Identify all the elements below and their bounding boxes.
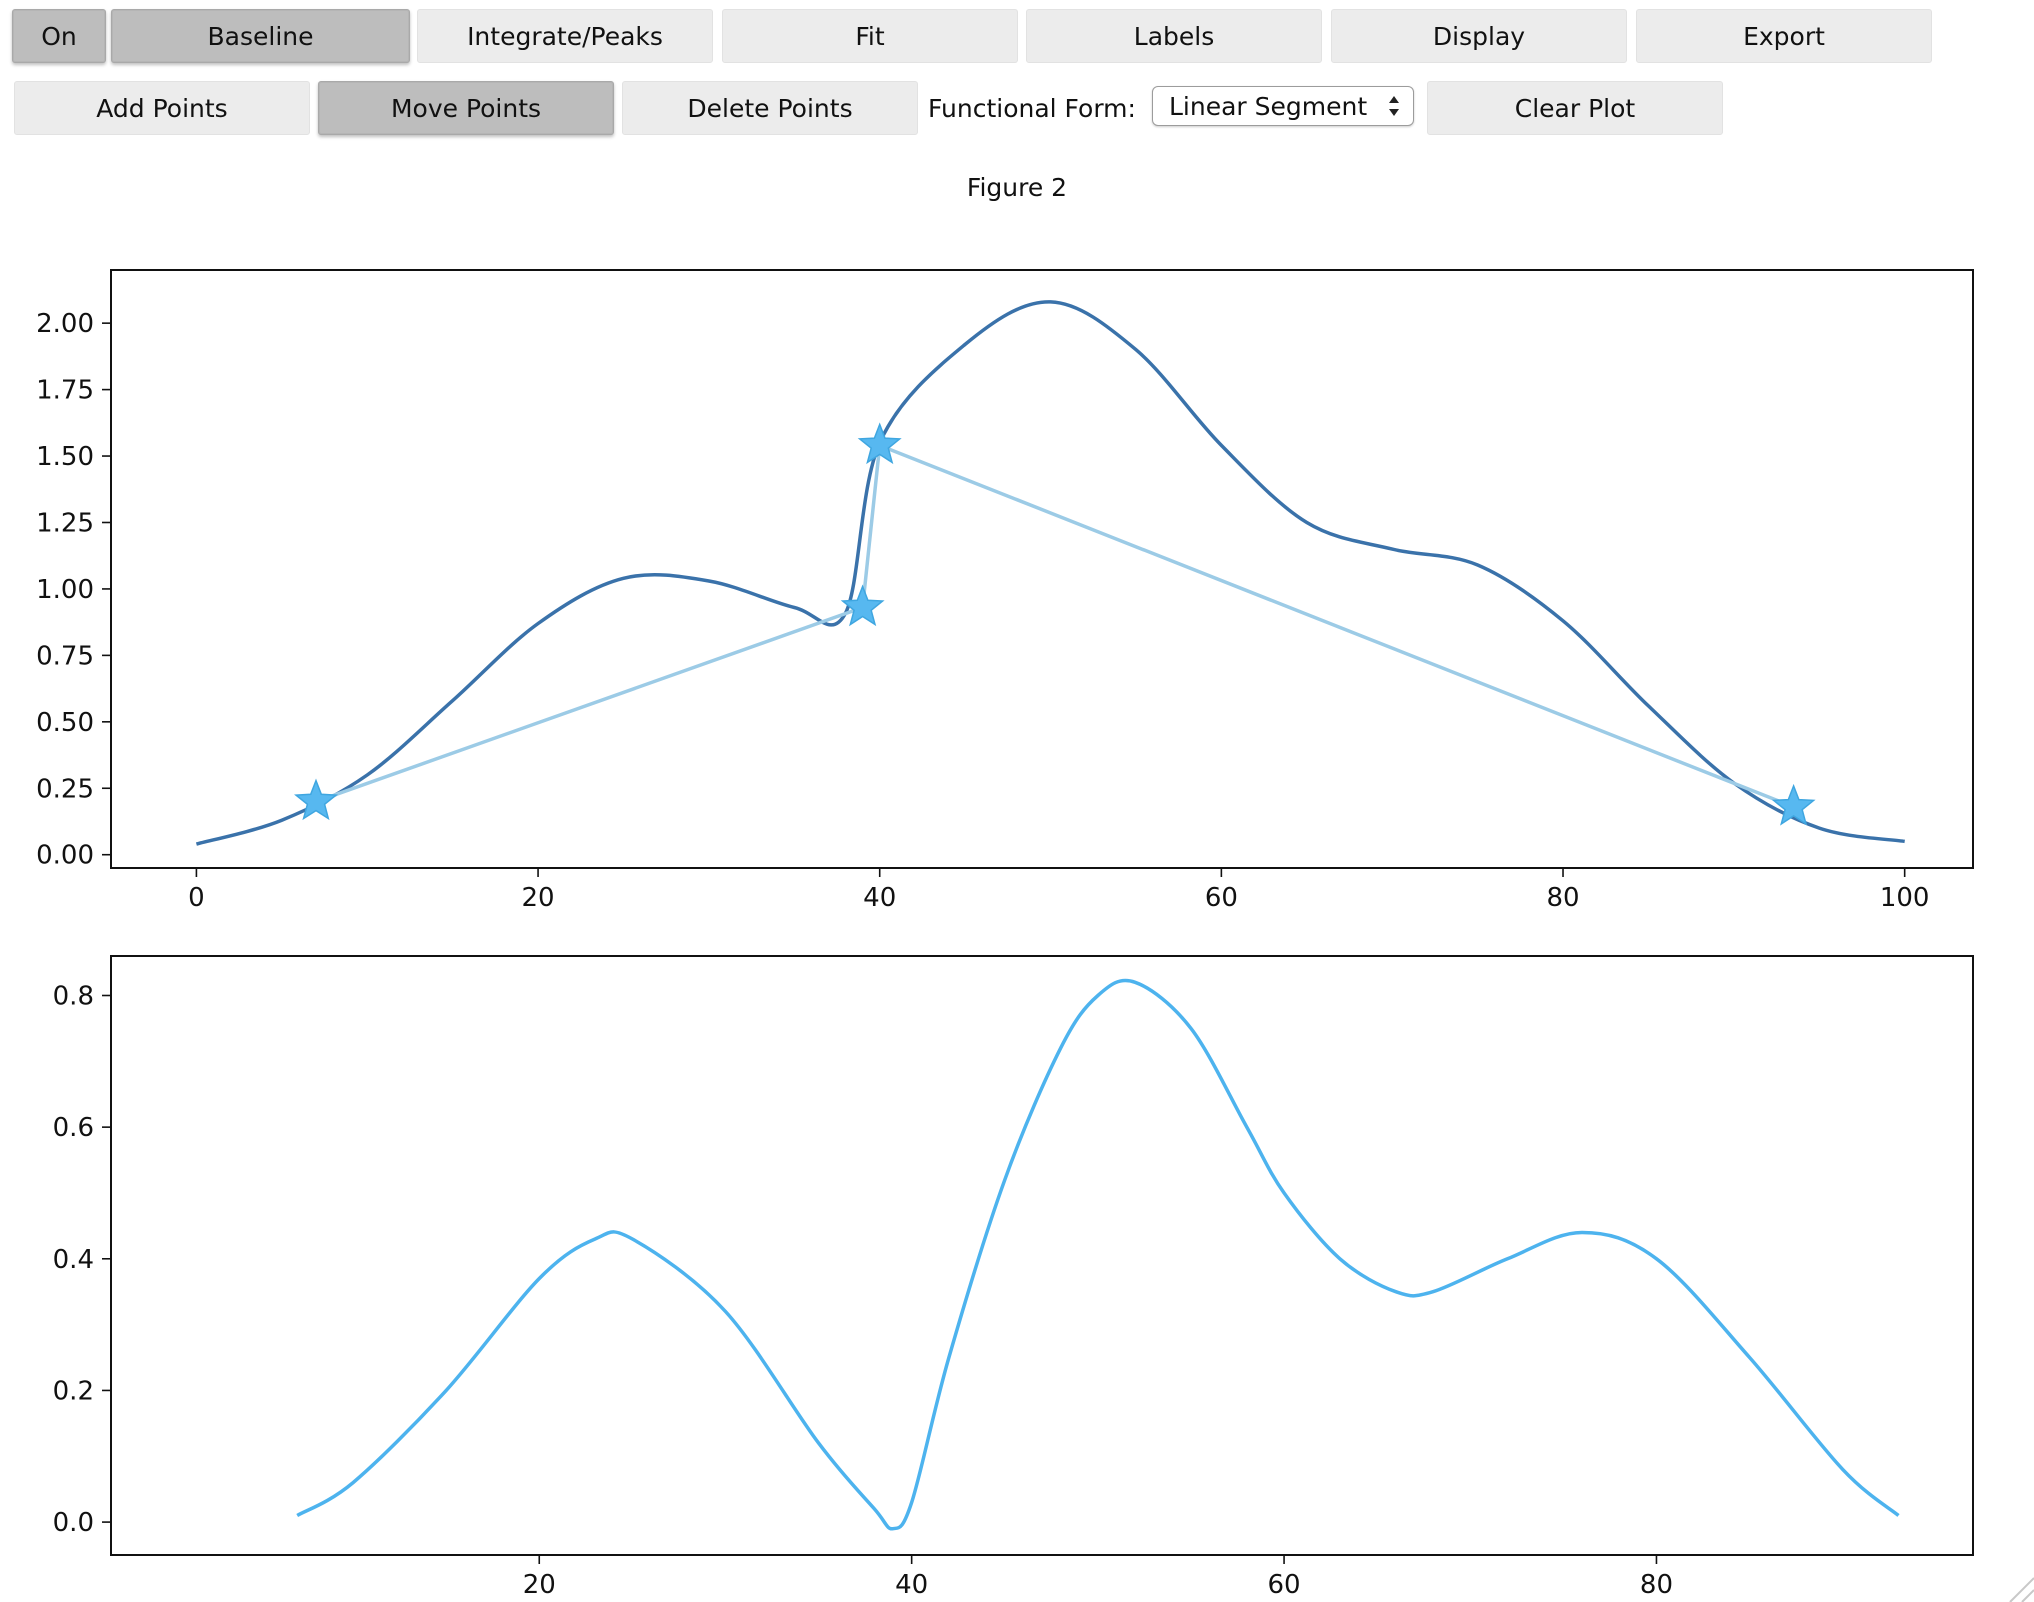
signal-line — [195, 300, 1905, 846]
y-tick-label: 0.00 — [36, 841, 94, 871]
x-tick-label: 80 — [1640, 1570, 1673, 1600]
corrected-plot: 20 40 60 80 0.0 0.2 0.4 0.6 0.8 — [53, 955, 1974, 1600]
y-tick-label: 1.75 — [36, 376, 94, 406]
baseline-point-star-icon[interactable] — [840, 584, 885, 627]
functional-form-select[interactable]: Linear Segment — [1152, 86, 1414, 126]
baseline-point-star-icon[interactable] — [857, 422, 902, 465]
x-tick-label: 20 — [522, 883, 555, 913]
y-tick-label: 0.2 — [53, 1376, 94, 1406]
x-tick-label: 40 — [895, 1570, 928, 1600]
x-tick-label: 40 — [863, 883, 896, 913]
axes-frame — [110, 269, 1974, 869]
fit-button[interactable]: Fit — [722, 9, 1018, 63]
x-tick-label: 0 — [188, 883, 205, 913]
y-tick-label: 2.00 — [36, 309, 94, 339]
y-tick-label: 0.75 — [36, 641, 94, 671]
select-arrows-icon — [1389, 96, 1399, 116]
x-tick-label: 100 — [1880, 883, 1930, 913]
labels-button[interactable]: Labels — [1026, 9, 1322, 63]
y-tick-label: 0.25 — [36, 774, 94, 804]
baseline-plot: 0 20 40 60 80 100 0.00 0.25 0.50 0.75 1.00 1.25 1.50… — [36, 269, 1974, 913]
display-button[interactable]: Display — [1331, 9, 1627, 63]
corrected-line — [296, 978, 1900, 1531]
integrate-peaks-button[interactable]: Integrate/Peaks — [417, 9, 713, 63]
on-button[interactable]: On — [12, 9, 106, 63]
y-tick-label: 1.00 — [36, 575, 94, 605]
add-points-button[interactable]: Add Points — [14, 81, 310, 135]
baseline-line[interactable] — [315, 442, 1795, 809]
x-tick-label: 20 — [523, 1570, 556, 1600]
x-tick-label: 80 — [1546, 883, 1579, 913]
delete-points-button[interactable]: Delete Points — [622, 81, 918, 135]
y-tick-label: 0.6 — [53, 1113, 94, 1143]
y-tick-label: 0.50 — [36, 708, 94, 738]
functional-form-label: Functional Form: — [928, 94, 1136, 123]
move-points-button[interactable]: Move Points — [318, 81, 614, 135]
baseline-button[interactable]: Baseline — [111, 9, 410, 63]
baseline-point-star-icon[interactable] — [1771, 783, 1816, 826]
figure-title: Figure 2 — [966, 173, 1068, 202]
baseline-point-star-icon[interactable] — [294, 778, 338, 821]
functional-form-value: Linear Segment — [1169, 91, 1368, 121]
axes-frame — [110, 955, 1974, 1556]
y-tick-label: 0.4 — [53, 1245, 94, 1275]
clear-plot-button[interactable]: Clear Plot — [1427, 81, 1723, 135]
x-tick-label: 60 — [1268, 1570, 1301, 1600]
y-tick-label: 0.8 — [53, 981, 94, 1011]
y-tick-label: 0.0 — [53, 1508, 94, 1538]
x-tick-label: 60 — [1205, 883, 1238, 913]
export-button[interactable]: Export — [1636, 9, 1932, 63]
resize-grip-icon[interactable] — [2009, 1577, 2034, 1602]
y-tick-label: 1.25 — [36, 508, 94, 538]
y-tick-label: 1.50 — [36, 442, 94, 472]
